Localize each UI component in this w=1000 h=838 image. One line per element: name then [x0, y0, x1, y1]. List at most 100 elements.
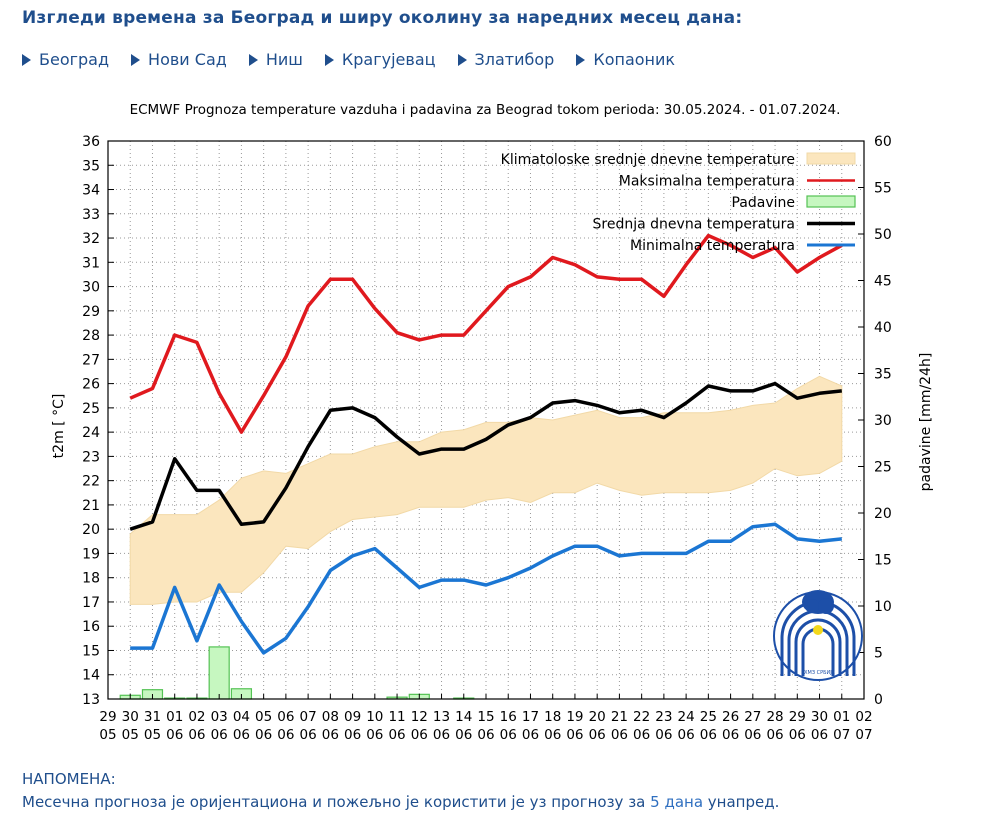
arrow-right-icon: [576, 53, 586, 66]
city-link-zlatibor[interactable]: Златибор: [457, 50, 555, 69]
x-tick-label-month: 06: [188, 727, 205, 743]
note-prefix: Месечна прогноза је оријентациона и поже…: [22, 793, 651, 811]
x-tick-label-month: 06: [166, 727, 183, 743]
x-tick-label-month: 06: [566, 727, 583, 743]
y2-tick-label: 25: [874, 460, 892, 476]
y-tick-label: 21: [82, 498, 100, 514]
y2-tick-label: 5: [874, 646, 883, 662]
y-tick-label: 20: [82, 522, 100, 538]
x-tick-label-day: 20: [589, 709, 606, 725]
x-tick-label-month: 06: [300, 727, 317, 743]
y2-tick-label: 50: [874, 227, 892, 243]
y-tick-label: 23: [82, 449, 100, 465]
plot-frame: [107, 140, 865, 700]
y-tick-label: 34: [82, 183, 100, 199]
x-tick-label-day: 09: [344, 709, 361, 725]
x-tick-label-day: 28: [766, 709, 783, 725]
y-tick-label: 29: [82, 304, 100, 320]
city-link-nis[interactable]: Ниш: [248, 50, 303, 69]
arrow-right-icon: [131, 53, 141, 66]
x-tick-label-day: 13: [433, 709, 450, 725]
city-label[interactable]: Копаоник: [593, 50, 676, 69]
x-tick-label-day: 16: [500, 709, 517, 725]
city-label[interactable]: Ниш: [265, 50, 303, 69]
city-label[interactable]: Крагујевац: [341, 50, 436, 69]
y-tick-label: 33: [82, 207, 100, 223]
y-tick-label: 36: [82, 134, 100, 150]
y2-tick-label: 60: [874, 134, 892, 150]
y-tick-label: 13: [82, 692, 100, 708]
x-tick-label-month: 06: [477, 727, 494, 743]
x-tick-label-month: 06: [411, 727, 428, 743]
city-label[interactable]: Београд: [39, 50, 110, 69]
x-tick-label-day: 07: [300, 709, 317, 725]
x-tick-label-month: 05: [122, 727, 139, 743]
y-tick-label: 28: [82, 328, 100, 344]
x-tick-label-day: 02: [855, 709, 872, 725]
climatology-area: [129, 375, 843, 605]
city-link-kopaonik[interactable]: Копаоник: [576, 50, 675, 69]
x-tick-label-month: 06: [322, 727, 339, 743]
arrow-right-icon: [22, 53, 31, 66]
x-tick-label-month: 05: [99, 727, 116, 743]
forecast-chart: ECMWF Prognoza temperature vazduha i pad…: [51, 102, 934, 743]
y-tick-label: 14: [82, 668, 100, 684]
x-tick-label-day: 15: [477, 709, 494, 725]
y-tick-label: 22: [82, 474, 100, 490]
x-tick-label-month: 06: [388, 727, 405, 743]
x-tick-label-month: 06: [455, 727, 472, 743]
legend-label: Minimalna temperatura: [630, 238, 795, 254]
max-temperature-line: [129, 233, 843, 434]
x-tick-label-day: 29: [789, 709, 806, 725]
y-tick-label: 31: [82, 255, 100, 271]
y-tick-label: 25: [82, 401, 100, 417]
x-tick-label-month: 06: [789, 727, 806, 743]
note-title: НАПОМЕНА:: [22, 770, 116, 788]
x-tick-label-month: 06: [633, 727, 650, 743]
y2-tick-label: 20: [874, 506, 892, 522]
x-tick-label-month: 06: [366, 727, 383, 743]
x-tick-label-month: 06: [811, 727, 828, 743]
x-tick-label-month: 06: [611, 727, 628, 743]
x-tick-label-day: 01: [166, 709, 183, 725]
x-tick-label-month: 06: [211, 727, 228, 743]
x-tick-label-day: 30: [811, 709, 828, 725]
city-link-novi-sad[interactable]: Нови Сад: [131, 50, 227, 69]
x-tick-label-day: 17: [522, 709, 539, 725]
city-link-beograd[interactable]: Београд: [22, 50, 109, 69]
temperature-lines: [129, 233, 843, 655]
legend-label: Padavine: [731, 195, 795, 211]
five-day-forecast-link[interactable]: 5 дана: [650, 793, 704, 811]
x-tick-label-day: 27: [744, 709, 761, 725]
x-tick-label-month: 06: [522, 727, 539, 743]
x-tick-label-month: 06: [544, 727, 561, 743]
x-tick-label-month: 06: [255, 727, 272, 743]
y-tick-label: 32: [82, 231, 100, 247]
arrow-right-icon: [248, 53, 258, 66]
y2-tick-label: 45: [874, 274, 892, 290]
y-tick-label: 27: [82, 352, 100, 368]
x-tick-label-month: 06: [766, 727, 783, 743]
legend-swatch-bar: [806, 195, 856, 208]
city-links: Београд Нови Сад Ниш Крагујевац Златибор…: [22, 50, 675, 69]
x-tick-label-day: 18: [544, 709, 561, 725]
legend-label: Klimatoloske srednje dnevne temperature: [501, 152, 795, 168]
x-tick-label-month: 06: [433, 727, 450, 743]
arrow-right-icon: [324, 53, 334, 66]
x-tick-label-day: 22: [633, 709, 650, 725]
x-tick-label-day: 02: [188, 709, 205, 725]
x-tick-label-day: 26: [722, 709, 739, 725]
x-tick-label-day: 14: [455, 709, 472, 725]
x-tick-label-month: 07: [833, 727, 850, 743]
city-label[interactable]: Нови Сад: [148, 50, 227, 69]
y2-tick-label: 35: [874, 367, 892, 383]
city-link-kragujevac[interactable]: Крагујевац: [324, 50, 436, 69]
city-label[interactable]: Златибор: [474, 50, 555, 69]
x-tick-label-day: 05: [255, 709, 272, 725]
y2-axis-label: padavine [mm/24h]: [918, 353, 934, 492]
y2-tick-label: 55: [874, 181, 892, 197]
x-tick-label-day: 19: [566, 709, 583, 725]
mean-temperature-line: [129, 381, 842, 531]
legend-swatch-band: [806, 152, 856, 165]
x-tick-label-day: 04: [233, 709, 250, 725]
